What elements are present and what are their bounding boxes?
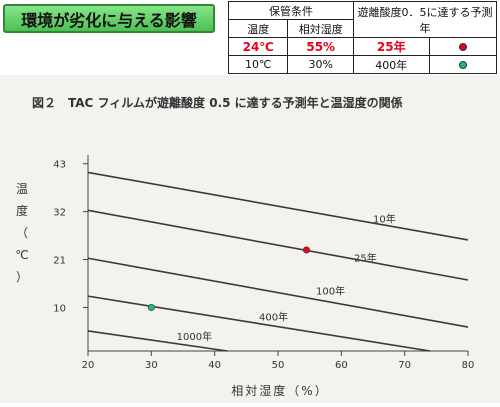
chart-panel: 図２ TAC フィルムが遊離酸度 0.5 に達する予測年と温湿度の関係 温度 （ ℃… [0,75,500,403]
green-dot-icon [458,61,467,69]
y-axis-label-char: ） [16,270,28,284]
row-years: 400年 [353,55,430,74]
row-rh: 30% [287,55,354,74]
row-temp: 24℃ [227,37,289,56]
chart-svg: 図２ TAC フィルムが遊離酸度 0.5 に達する予測年と温湿度の関係 温度 （ ℃… [15,95,475,398]
series-label: 25年 [354,252,377,265]
series-line [87,330,228,352]
series-line [87,171,469,241]
y-axis-label: 温度 （ ℃ ） [15,182,28,284]
series-label: 10年 [373,213,396,226]
y-axis-label-char: （ [16,226,28,240]
y-tick-label: 32 [53,208,66,219]
y-tick-label: 21 [53,256,66,267]
x-tick-label: 80 [462,360,475,371]
red-dot-icon [458,43,467,51]
x-tick-label: 50 [272,360,285,371]
group-header: 保管条件 [228,1,354,20]
row-rh: 55% [287,37,354,56]
x-tick-label: 60 [335,360,348,371]
table-row: 10℃ 30% 400年 [227,55,498,74]
y-axis-label-char: 温 [16,182,28,196]
y-tick-label: 10 [53,303,66,314]
series-line [87,209,469,281]
row-marker-cell [428,55,498,74]
x-tick-label: 30 [145,360,158,371]
data-marker [147,303,155,311]
series-label: 100年 [316,284,345,297]
chart-title: 図２ TAC フィルムが遊離酸度 0.5 に達する予測年と温湿度の関係 [32,95,403,110]
page-title: 環境が劣化に与える影響 [3,4,215,33]
series-label: 1000年 [177,330,212,343]
data-marker [302,246,310,254]
row-marker-cell [428,37,498,56]
col-temp-header: 温度 [227,19,289,38]
conditions-table: 保管条件 遊離酸度0．5に達する予測年 温度 相対湿度 24℃ 55% 25年 … [227,1,498,74]
row-years: 25年 [353,37,430,56]
row-temp: 10℃ [227,55,289,74]
table-row: 24℃ 55% 25年 [227,37,498,56]
y-axis-label-char: 度 [16,203,28,218]
x-tick-label: 20 [82,360,95,371]
series-line [87,295,431,352]
x-axis-label: 相対湿度（%） [231,383,328,398]
col-rh-header: 相対湿度 [287,19,354,38]
y-axis-label-char: ℃ [15,248,28,262]
y-tick-label: 43 [53,160,66,171]
series-label: 400年 [259,311,288,324]
x-tick-label: 40 [208,360,221,371]
series-line [87,257,469,328]
result-header: 遊離酸度0．5に達する予測年 [353,1,497,38]
x-tick-label: 70 [398,360,411,371]
